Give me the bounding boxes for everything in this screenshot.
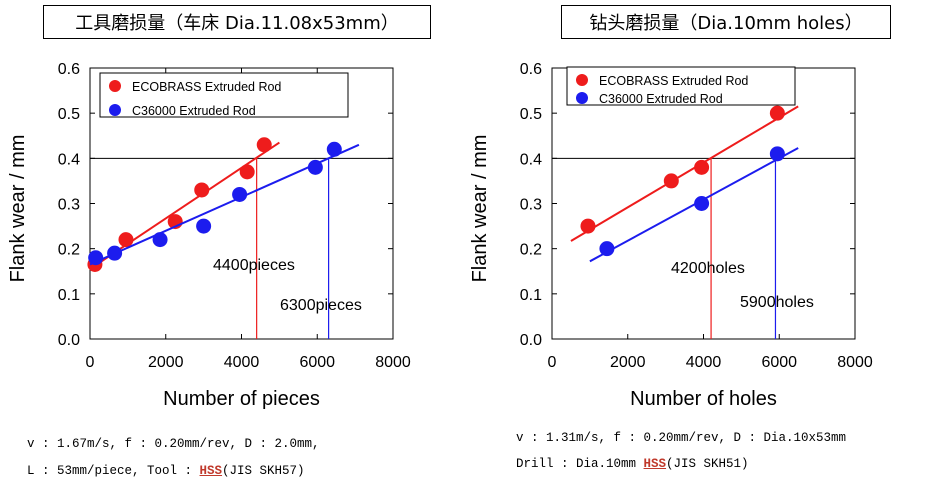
lathe-c36000-point <box>107 245 123 261</box>
drill-ytick-label: 0.1 <box>520 287 542 304</box>
lathe-legend-c36000-label: C36000 Extruded Rod <box>132 104 256 118</box>
chart-title-drill: 钻头磨损量（Dia.10mm holes） <box>561 5 891 39</box>
lathe-ytick-label: 0.3 <box>58 197 80 214</box>
drill-hss-link[interactable]: HSS <box>643 457 667 471</box>
drill-ecobrass-crossing-label: 4200holes <box>671 260 745 277</box>
drill-ecobrass-fit-line <box>570 105 799 242</box>
lathe-ytick-label: 0.2 <box>58 242 80 259</box>
lathe-ecobrass-point <box>239 164 255 180</box>
lathe-ytick-label: 0.6 <box>58 61 80 78</box>
drill-ecobrass-point <box>694 159 710 175</box>
lathe-legend-ecobrass-marker <box>109 80 121 92</box>
drill-x-axis-label: Number of holes <box>630 388 777 410</box>
lathe-conditions-line2: L : 53mm/piece, Tool : HSS(JIS SKH57) <box>27 464 305 478</box>
drill-c36000-point <box>599 241 615 257</box>
lathe-c36000-point <box>196 218 212 234</box>
lathe-c36000-point <box>232 186 248 202</box>
lathe-xtick-label: 6000 <box>299 354 335 371</box>
drill-xtick-label: 0 <box>548 354 557 371</box>
drill-tool-prefix: Drill : Dia.10mm <box>516 457 644 471</box>
lathe-c36000-point <box>88 250 104 266</box>
drill-ytick-label: 0.0 <box>520 332 542 349</box>
lathe-hss-link[interactable]: HSS <box>199 464 223 478</box>
drill-legend-ecobrass-label: ECOBRASS Extruded Rod <box>599 74 748 88</box>
lathe-conditions-line1: v : 1.67m/s, f : 0.20mm/rev, D : 2.0mm, <box>27 437 320 451</box>
lathe-xtick-label: 8000 <box>375 354 411 371</box>
drill-tool-suffix: (JIS SKH51) <box>666 457 749 471</box>
chart-title-lathe: 工具磨损量（车床 Dia.11.08x53mm） <box>43 5 431 39</box>
lathe-c36000-crossing-label: 6300pieces <box>280 297 362 314</box>
drill-legend-c36000-marker <box>576 92 588 104</box>
lathe-xtick-label: 2000 <box>148 354 184 371</box>
lathe-legend-ecobrass-label: ECOBRASS Extruded Rod <box>132 80 281 94</box>
drill-ytick-label: 0.4 <box>520 151 542 168</box>
lathe-legend-box <box>99 72 349 118</box>
drill-c36000-point <box>694 196 710 211</box>
drill-conditions-line1: v : 1.31m/s, f : 0.20mm/rev, D : Dia.10x… <box>516 431 847 445</box>
lathe-c36000-point <box>307 159 323 175</box>
lathe-ecobrass-point <box>256 137 272 153</box>
drill-c36000-point <box>769 146 785 162</box>
lathe-xtick-label: 4000 <box>224 354 260 371</box>
lathe-c36000-point <box>326 141 342 157</box>
drill-xtick-label: 4000 <box>686 354 722 371</box>
lathe-y-axis-label: Flank wear / mm <box>7 135 29 283</box>
drill-ecobrass-point <box>769 105 785 121</box>
lathe-c36000-point <box>152 232 168 248</box>
lathe-ecobrass-point <box>118 232 134 248</box>
drill-legend-ecobrass-marker <box>576 74 588 86</box>
lathe-ytick-label: 0.5 <box>58 106 80 123</box>
drill-xtick-label: 2000 <box>610 354 646 371</box>
lathe-x-axis-label: Number of pieces <box>163 388 320 410</box>
lathe-ytick-label: 0.0 <box>58 332 80 349</box>
drill-ecobrass-point <box>663 173 679 189</box>
drill-ytick-label: 0.3 <box>520 197 542 214</box>
drill-legend-box <box>566 66 796 106</box>
lathe-ecobrass-point <box>194 182 210 198</box>
drill-xtick-label: 8000 <box>837 354 873 371</box>
lathe-ytick-label: 0.1 <box>58 287 80 304</box>
drill-conditions-line2: Drill : Dia.10mm HSS(JIS SKH51) <box>516 457 749 471</box>
lathe-tool-prefix: L : 53mm/piece, Tool : <box>27 464 200 478</box>
drill-legend-c36000-label: C36000 Extruded Rod <box>599 92 723 106</box>
drill-c36000-crossing-label: 5900holes <box>740 294 814 311</box>
drill-xtick-label: 6000 <box>761 354 797 371</box>
drill-ytick-label: 0.6 <box>520 61 542 78</box>
lathe-ecobrass-crossing-label: 4400pieces <box>213 257 295 274</box>
lathe-ecobrass-fit-line <box>89 141 280 270</box>
lathe-xtick-label: 0 <box>86 354 95 371</box>
lathe-legend-c36000-marker <box>109 104 121 116</box>
drill-ecobrass-point <box>580 218 596 234</box>
drill-c36000-fit-line <box>589 147 799 263</box>
lathe-ytick-label: 0.4 <box>58 151 80 168</box>
drill-ytick-label: 0.2 <box>520 242 542 259</box>
lathe-tool-suffix: (JIS SKH57) <box>222 464 305 478</box>
drill-y-axis-label: Flank wear / mm <box>469 135 491 283</box>
drill-ytick-label: 0.5 <box>520 106 542 123</box>
